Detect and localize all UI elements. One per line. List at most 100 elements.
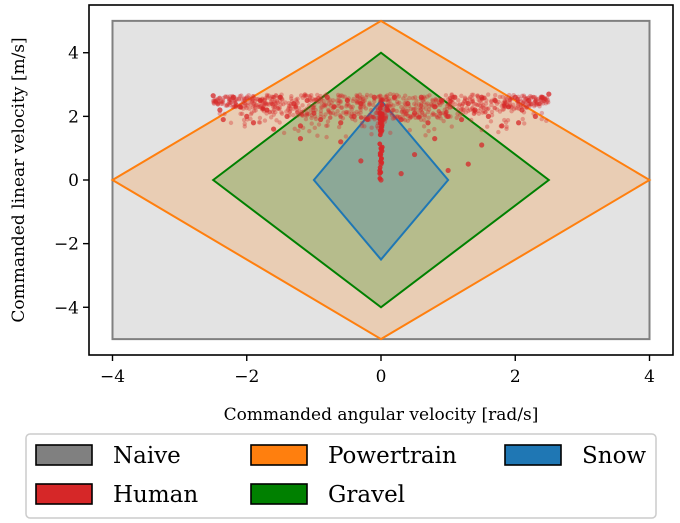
human-point	[443, 93, 449, 98]
human-point	[447, 99, 452, 104]
legend-swatch-naive	[35, 444, 93, 466]
human-point	[291, 112, 296, 118]
human-point	[214, 97, 220, 103]
human-point	[297, 106, 302, 111]
human-point	[255, 96, 261, 102]
human-point	[379, 146, 384, 152]
human-point	[427, 93, 432, 98]
human-point	[532, 99, 537, 104]
human-point	[238, 102, 244, 107]
human-point	[223, 94, 228, 99]
human-point	[364, 92, 370, 98]
human-point	[470, 106, 475, 111]
human-point	[402, 100, 407, 106]
human-point	[286, 101, 292, 106]
human-point	[233, 103, 238, 109]
human-point	[220, 98, 226, 103]
human-point	[384, 107, 390, 113]
human-point	[439, 98, 444, 103]
human-point	[476, 108, 481, 113]
human-point	[413, 115, 418, 120]
human-point	[360, 100, 365, 105]
human-point	[544, 118, 549, 124]
human-point	[226, 96, 232, 101]
human-point	[512, 94, 518, 100]
human-point	[244, 113, 250, 119]
human-point	[402, 108, 407, 114]
human-point	[335, 108, 340, 114]
human-point	[443, 110, 448, 115]
human-point	[313, 107, 318, 113]
human-point	[250, 105, 256, 110]
human-point	[274, 118, 279, 123]
human-point	[220, 99, 226, 105]
human-point	[224, 103, 230, 108]
human-point	[262, 101, 267, 106]
human-point	[294, 99, 299, 104]
human-point	[252, 103, 257, 109]
human-point	[310, 104, 316, 110]
human-point	[344, 97, 350, 102]
human-point	[309, 121, 314, 126]
human-point	[532, 102, 537, 107]
human-point	[252, 102, 257, 107]
human-point	[383, 114, 389, 119]
human-point	[393, 96, 398, 101]
human-point	[359, 120, 365, 126]
human-point	[476, 97, 481, 103]
human-point	[542, 96, 547, 101]
human-point	[485, 106, 490, 112]
human-point	[223, 103, 229, 108]
human-point	[505, 118, 511, 123]
human-point	[369, 125, 374, 130]
human-point	[383, 116, 389, 121]
human-point	[227, 102, 232, 108]
human-point	[260, 105, 266, 111]
human-point	[438, 116, 443, 121]
human-point	[483, 106, 489, 111]
human-point	[314, 97, 320, 102]
human-point	[413, 102, 419, 108]
human-point	[253, 105, 258, 110]
human-point	[247, 96, 252, 101]
human-point	[327, 115, 333, 120]
human-point	[481, 103, 486, 108]
human-point	[304, 93, 309, 98]
human-point	[256, 104, 261, 109]
human-point	[475, 94, 481, 100]
human-point	[362, 124, 367, 129]
human-point	[315, 96, 321, 101]
human-point	[403, 102, 408, 107]
human-point	[497, 94, 503, 100]
human-point	[384, 94, 389, 100]
human-point	[368, 108, 374, 113]
human-point	[523, 102, 528, 108]
human-point	[363, 117, 369, 122]
y-tick-label: −4	[54, 298, 79, 318]
human-point	[323, 104, 328, 109]
human-point	[423, 106, 429, 111]
human-point	[418, 117, 424, 123]
human-point	[445, 97, 451, 102]
human-point	[482, 95, 487, 101]
human-point	[539, 95, 544, 101]
human-point	[402, 93, 408, 98]
human-point	[519, 107, 525, 113]
human-point	[539, 94, 545, 100]
human-point	[428, 102, 434, 107]
human-point	[270, 126, 277, 132]
human-point	[426, 115, 431, 120]
human-point	[483, 110, 488, 115]
human-point	[441, 98, 446, 103]
human-point	[300, 125, 306, 131]
human-point	[328, 111, 333, 116]
human-point	[214, 101, 219, 106]
human-point	[377, 110, 383, 116]
human-point	[476, 102, 481, 108]
human-point	[318, 108, 324, 114]
human-point	[436, 109, 442, 114]
human-point	[260, 100, 266, 106]
human-point	[481, 95, 486, 101]
human-point	[358, 115, 364, 120]
human-point	[293, 104, 298, 109]
